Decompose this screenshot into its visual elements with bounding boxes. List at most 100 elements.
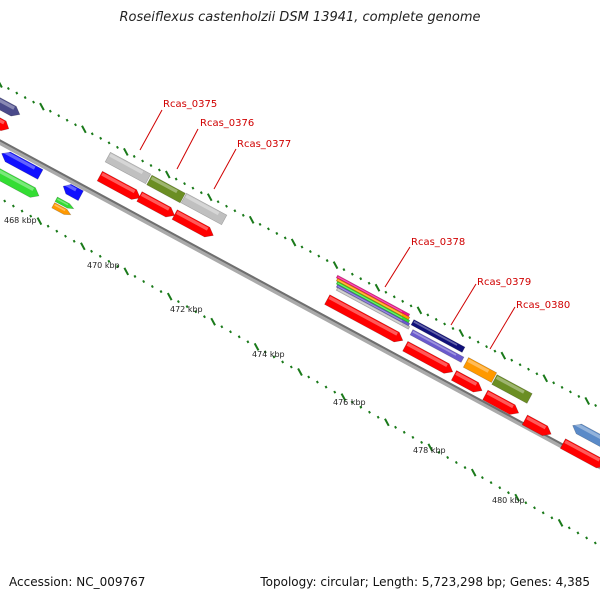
gene-feature-rcas-0380-highlight [495, 376, 525, 394]
gene-feature-rcas-0380[interactable] [491, 374, 533, 404]
scale-tick-major [297, 368, 303, 376]
gene-feature-cds-0379[interactable] [402, 340, 456, 376]
accession-text: Accession: NC_009767 [9, 575, 146, 589]
scale-label-474: 474 kbp [252, 350, 285, 359]
scale-tick-minor [368, 410, 371, 414]
gene-feature-green-small-highlight [57, 198, 69, 206]
gene-feature-cds-0380[interactable] [482, 389, 522, 418]
scale-tick-minor [535, 372, 539, 376]
gene-feature-red-right[interactable] [559, 438, 600, 471]
scale-tick-minor [11, 204, 15, 208]
gene-feature-cds-0379b[interactable] [450, 370, 484, 396]
scale-tick-minor [141, 159, 145, 163]
scale-tick-major [0, 81, 3, 88]
gene-feature-rcas-0378-stripe-5[interactable] [335, 287, 411, 330]
gene-feature-blue-small[interactable] [61, 181, 84, 201]
gene-feature-red-left[interactable] [0, 114, 11, 133]
gene-label-rcas-0378[interactable]: Rcas_0378 [411, 237, 465, 248]
gene-feature-cds-0381-highlight [526, 416, 547, 430]
scale-tick-minor [325, 259, 329, 263]
scale-tick-major [166, 292, 173, 301]
scale-tick-minor [90, 132, 94, 136]
scale-tick-major [384, 418, 390, 427]
scale-tick-minor [203, 315, 206, 319]
gene-feature-slate-left-highlight [0, 93, 15, 110]
scale-tick-minor [237, 335, 241, 339]
scale-tick-minor [493, 349, 497, 353]
scale-tick-minor [233, 209, 237, 213]
scale-tick-minor [411, 435, 415, 439]
scale-tick-minor [90, 249, 93, 253]
scale-tick-major [123, 147, 129, 156]
scale-ticks [0, 81, 598, 545]
scale-tick-minor [342, 268, 346, 272]
scale-tick-minor [241, 213, 245, 217]
scale-tick-minor [46, 224, 50, 228]
scale-tick-major [557, 518, 564, 527]
gene-feature-cds-0379b-highlight [455, 371, 478, 386]
scale-tick-minor [527, 367, 530, 371]
gene-feature-green-small[interactable] [54, 196, 75, 211]
scale-tick-minor [98, 254, 102, 258]
gene-label-rcas-0380[interactable]: Rcas_0380 [516, 300, 570, 311]
scale-tick-major [340, 393, 347, 402]
gene-label-rcas-0375[interactable]: Rcas_0375 [163, 99, 217, 110]
gene-feature-orange-small-highlight [54, 203, 66, 212]
gene-feature-slate-left[interactable] [0, 92, 22, 120]
gene-feature-rcas-0379-orange[interactable] [462, 357, 498, 383]
gene-feature-cds-0379-highlight [406, 342, 448, 367]
gene-feature-cds-0375[interactable] [96, 170, 143, 203]
gene-feature-rcas-0379-navy[interactable] [410, 319, 466, 353]
scale-label-476: 476 kbp [333, 398, 366, 407]
page-title: Roseiflexus castenholzii DSM 13941, comp… [119, 10, 481, 25]
label-line-rcas-0379 [450, 283, 477, 326]
scale-tick-minor [15, 91, 19, 95]
scale-tick-major [514, 493, 520, 502]
gene-feature-rcas-0377[interactable] [180, 192, 228, 226]
scale-tick-minor [99, 136, 103, 140]
scale-tick-minor [392, 295, 396, 299]
scale-tick-minor [376, 415, 380, 419]
scale-tick-minor [159, 290, 163, 294]
gene-feature-cds-0381[interactable] [521, 414, 554, 439]
scale-tick-minor [74, 123, 77, 127]
gene-label-rcas-0379[interactable]: Rcas_0379 [477, 277, 531, 288]
scale-tick-minor [150, 284, 154, 289]
scale-tick-minor [149, 163, 153, 168]
gene-feature-steel-right[interactable] [570, 421, 600, 452]
scale-tick-major [80, 242, 86, 251]
gene-feature-orange-small[interactable] [51, 202, 72, 218]
scale-tick-minor [283, 236, 287, 240]
scale-tick-minor [593, 541, 597, 545]
gene-feature-cds-0378[interactable] [324, 294, 406, 346]
gene-feature-blue-left[interactable] [0, 149, 44, 180]
scale-tick-minor [116, 264, 120, 268]
gene-feature-rcas-0379-purple[interactable] [409, 329, 465, 363]
gene-feature-rcas-0378-stripe-4-highlight [337, 285, 403, 322]
scale-tick-minor [480, 476, 484, 480]
scale-tick-minor [289, 365, 293, 369]
scale-tick-minor [576, 531, 580, 535]
gene-label-rcas-0377[interactable]: Rcas_0377 [237, 139, 291, 150]
scale-tick-minor [359, 277, 363, 281]
label-line-rcas-0376 [176, 128, 199, 170]
scale-tick-minor [229, 330, 232, 334]
gene-feature-rcas-0375[interactable] [104, 151, 152, 185]
gene-feature-cds-0377-highlight [176, 211, 209, 231]
scale-tick-minor [577, 394, 581, 398]
gene-label-rcas-0376[interactable]: Rcas_0376 [200, 118, 254, 129]
gene-feature-green-left[interactable] [0, 166, 42, 200]
gene-feature-rcas-0379-orange-highlight [467, 358, 490, 373]
scale-tick-minor [317, 254, 321, 258]
scale-label-468: 468 kbp [4, 216, 37, 225]
scale-tick-major [458, 329, 465, 338]
gene-feature-cds-0376[interactable] [136, 191, 177, 221]
scale-tick-minor [29, 214, 33, 218]
gene-feature-cds-0378-highlight [328, 296, 398, 336]
scale-tick-major [210, 317, 216, 326]
gene-feature-rcas-0375-highlight [109, 153, 144, 175]
gene-feature-cds-0377[interactable] [171, 209, 216, 241]
genome-summary-text: Topology: circular; Length: 5,723,298 bp… [260, 575, 590, 589]
genome-backbone [0, 139, 600, 470]
gene-feature-rcas-0376[interactable] [146, 174, 186, 204]
